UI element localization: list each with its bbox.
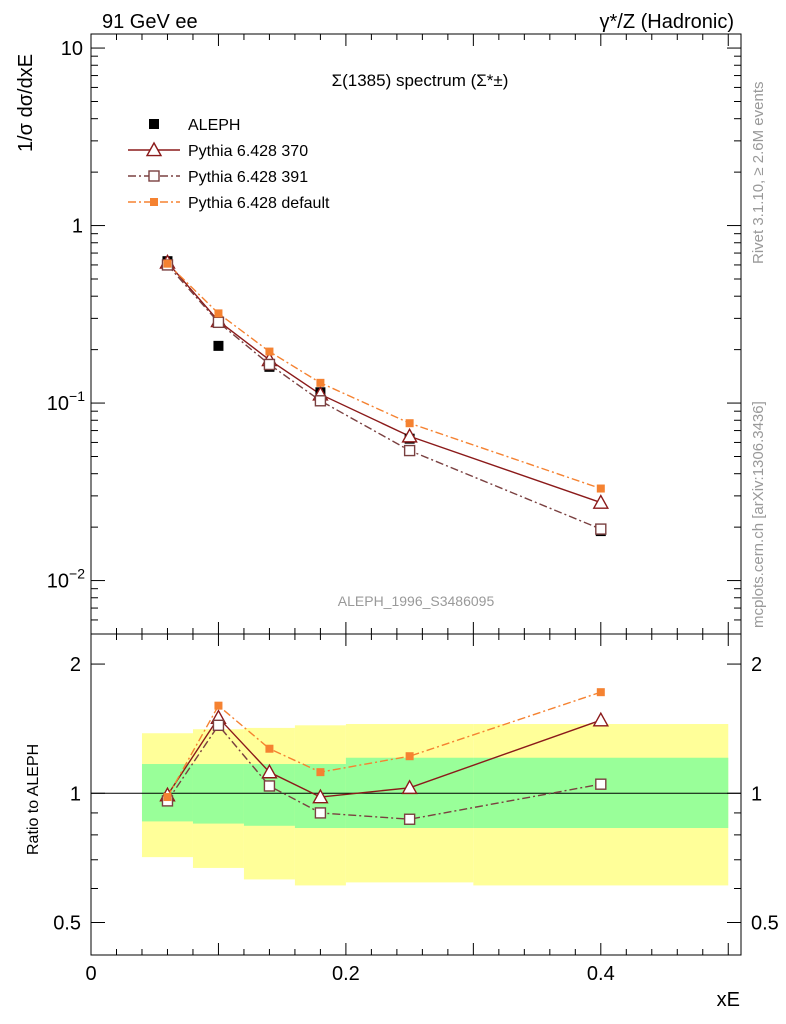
legend-marker bbox=[149, 119, 159, 129]
ratio-band-inner bbox=[192, 764, 244, 824]
main-series-0 bbox=[166, 261, 602, 504]
series-point bbox=[316, 378, 325, 387]
x-tick-label: 0.4 bbox=[587, 963, 615, 985]
legend-label: Pythia 6.428 391 bbox=[188, 169, 308, 186]
legend: ALEPH Pythia 6.428 370 Pythia 6.428 391 Pyt… bbox=[128, 117, 330, 212]
main-series-markers-0 bbox=[159, 253, 609, 509]
legend-label: Pythia 6.428 default bbox=[188, 195, 330, 212]
analysis-label: ALEPH_1996_S3486095 bbox=[338, 593, 495, 609]
series-point bbox=[401, 427, 418, 443]
ratio-uncertainty-bands bbox=[141, 724, 729, 886]
legend-label: ALEPH bbox=[188, 117, 240, 134]
legend-entry: ALEPH bbox=[149, 117, 240, 134]
main-series-1 bbox=[166, 264, 602, 530]
source-label: mcplots.cern.ch [arXiv:1306.3436] bbox=[750, 401, 767, 628]
main-y-tick-label: 1 bbox=[72, 216, 83, 238]
header-left-label: 91 GeV ee bbox=[102, 11, 198, 33]
series-point bbox=[214, 309, 223, 318]
ratio-series-point bbox=[595, 778, 607, 790]
ratio-series-point bbox=[263, 780, 276, 792]
legend-entry: Pythia 6.428 default bbox=[128, 195, 330, 212]
main-plot bbox=[159, 253, 609, 537]
ratio-frame bbox=[90, 633, 742, 956]
ratio-series-point bbox=[314, 807, 327, 819]
ratio-series-point bbox=[316, 768, 325, 777]
ratio-y-tick-label-right: 1 bbox=[751, 783, 762, 805]
x-tick-label: 0.2 bbox=[332, 963, 360, 985]
main-series-markers-2 bbox=[163, 259, 605, 493]
ratio-series-point bbox=[592, 711, 609, 727]
rivet-version-label: Rivet 3.1.10, ≥ 2.6M events bbox=[750, 82, 767, 265]
ratio-series-2 bbox=[163, 688, 605, 802]
ratio-series-point bbox=[214, 701, 223, 710]
main-series-markers-1 bbox=[161, 259, 607, 535]
ratio-series-point bbox=[212, 719, 225, 732]
series-point bbox=[403, 444, 416, 457]
ratio-y-axis-label: Ratio to ALEPH bbox=[25, 744, 42, 855]
main-y-tick-label: 10 bbox=[61, 38, 83, 60]
header-right-label: γ*/Z (Hadronic) bbox=[600, 11, 734, 33]
main-series-line bbox=[166, 264, 602, 530]
series-point bbox=[263, 358, 276, 371]
series-point bbox=[595, 523, 607, 535]
ratio-series-point bbox=[312, 788, 329, 804]
ratio-y-tick-label-left: 1 bbox=[70, 783, 81, 805]
ratio-series-point bbox=[401, 779, 418, 795]
ratio-plot bbox=[159, 688, 609, 825]
ratio-y-tick-label-left: 2 bbox=[70, 654, 81, 676]
main-series-2 bbox=[166, 263, 602, 490]
series-point bbox=[265, 347, 274, 356]
main-y-tick-label: 10−2 bbox=[47, 566, 85, 593]
ratio-series-line bbox=[166, 724, 601, 820]
ratio-series-point bbox=[261, 763, 278, 779]
x-tick-label: 0 bbox=[85, 963, 96, 985]
ratio-y-tick-label-right: 2 bbox=[751, 654, 762, 676]
x-axis-label: xE bbox=[717, 989, 740, 1011]
series-point bbox=[596, 484, 605, 493]
series-point bbox=[163, 259, 172, 268]
axis-ticks: 0 0.2 0.4 10 1 10−1 10−2 2 2 1 1 0.5 0.5 bbox=[47, 34, 779, 985]
main-series-line bbox=[166, 263, 602, 490]
data-point bbox=[213, 340, 224, 351]
legend-entry: Pythia 6.428 370 bbox=[128, 141, 308, 160]
ratio-series-point bbox=[403, 813, 416, 825]
main-series-line bbox=[166, 261, 602, 504]
main-data-points bbox=[162, 256, 606, 537]
ratio-series-point bbox=[596, 688, 605, 697]
plot-title: Σ(1385) spectrum (Σ*±) bbox=[332, 71, 509, 90]
legend-marker bbox=[150, 198, 158, 206]
series-point bbox=[592, 494, 609, 509]
series-point bbox=[314, 395, 327, 407]
ratio-series-point bbox=[405, 752, 414, 761]
series-point bbox=[212, 316, 225, 329]
legend-marker bbox=[148, 170, 160, 182]
main-y-axis-label: 1/σ dσ/dxE bbox=[15, 54, 37, 152]
ratio-series-point bbox=[265, 744, 274, 753]
ratio-y-tick-label-left: 0.5 bbox=[53, 912, 81, 934]
ratio-series-line bbox=[166, 691, 602, 798]
main-y-tick-label: 10−1 bbox=[47, 388, 85, 415]
ratio-series-line bbox=[166, 716, 602, 798]
legend-marker bbox=[145, 141, 163, 157]
legend-entry: Pythia 6.428 391 bbox=[128, 169, 308, 186]
legend-label: Pythia 6.428 370 bbox=[188, 143, 308, 160]
ratio-y-tick-label-right: 0.5 bbox=[751, 912, 779, 934]
ratio-series-point bbox=[163, 793, 172, 802]
series-point bbox=[405, 419, 414, 428]
